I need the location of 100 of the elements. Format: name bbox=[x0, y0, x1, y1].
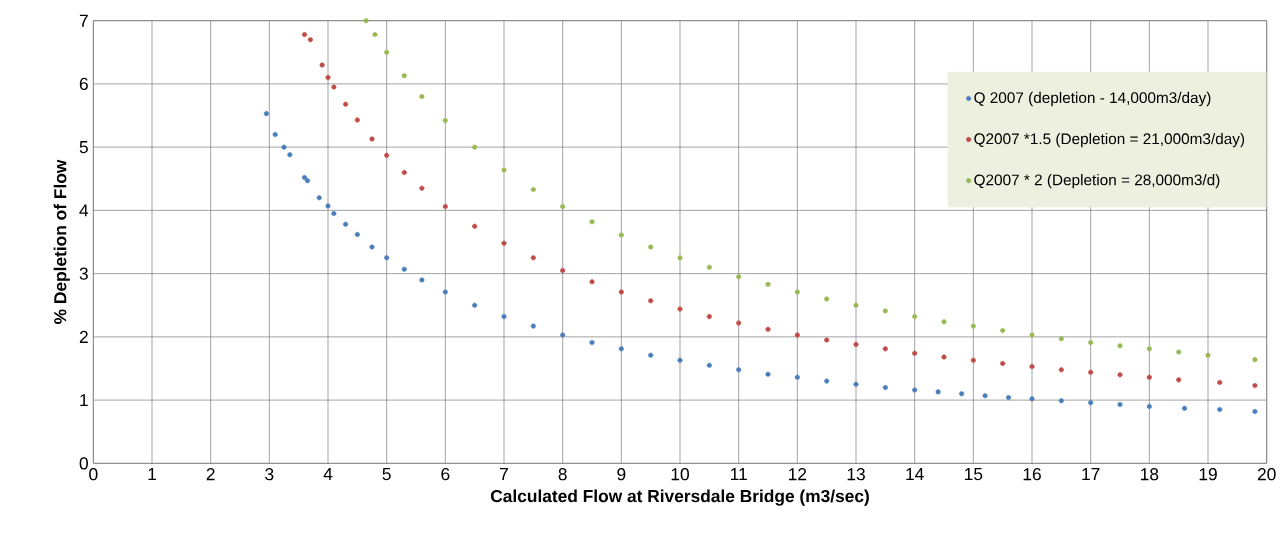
point bbox=[1000, 328, 1006, 334]
point bbox=[941, 319, 947, 325]
point bbox=[648, 244, 654, 250]
point bbox=[882, 308, 888, 314]
point bbox=[618, 346, 624, 352]
point bbox=[304, 178, 311, 184]
point bbox=[912, 387, 918, 393]
point bbox=[354, 117, 360, 123]
point bbox=[530, 323, 536, 329]
point bbox=[589, 279, 595, 285]
point bbox=[384, 152, 390, 158]
point bbox=[824, 337, 830, 343]
point bbox=[560, 267, 566, 273]
point bbox=[369, 244, 375, 250]
point bbox=[419, 94, 425, 100]
point bbox=[316, 195, 322, 201]
point bbox=[363, 18, 369, 24]
point bbox=[343, 221, 349, 227]
point bbox=[736, 367, 742, 373]
point bbox=[794, 374, 800, 380]
legend-label: Q2007 *1.5 (Depletion = 21,000m3/day) bbox=[974, 132, 1245, 148]
point bbox=[442, 204, 448, 210]
point bbox=[677, 306, 683, 312]
point bbox=[472, 144, 478, 150]
point bbox=[1029, 396, 1035, 402]
point bbox=[765, 371, 771, 377]
point bbox=[325, 203, 331, 209]
x-tick-label: 20 bbox=[1257, 468, 1276, 481]
point bbox=[1029, 332, 1035, 338]
point bbox=[281, 144, 287, 150]
point bbox=[472, 223, 478, 229]
x-tick-label: 16 bbox=[1023, 468, 1041, 481]
x-tick-label: 9 bbox=[617, 468, 626, 481]
point bbox=[302, 32, 308, 38]
x-tick-label: 2 bbox=[206, 468, 215, 481]
point bbox=[419, 185, 425, 191]
y-tick-label: 3 bbox=[79, 267, 88, 280]
point bbox=[1000, 360, 1006, 366]
point bbox=[959, 391, 965, 397]
point bbox=[369, 136, 375, 142]
point bbox=[912, 314, 918, 320]
point bbox=[384, 255, 390, 261]
point bbox=[935, 389, 941, 395]
point bbox=[1088, 340, 1094, 346]
point bbox=[589, 219, 595, 225]
point bbox=[912, 350, 918, 356]
y-tick-label: 6 bbox=[79, 77, 88, 91]
point bbox=[1252, 383, 1258, 389]
point bbox=[530, 255, 536, 261]
point bbox=[319, 62, 325, 68]
point bbox=[1217, 379, 1223, 385]
point bbox=[1146, 346, 1152, 352]
x-tick-label: 18 bbox=[1141, 468, 1159, 481]
x-tick-label: 3 bbox=[265, 468, 274, 481]
point bbox=[970, 323, 976, 329]
point bbox=[824, 296, 830, 302]
point bbox=[589, 340, 595, 346]
point bbox=[677, 255, 683, 261]
y-tick-label: 4 bbox=[79, 204, 89, 217]
point bbox=[765, 281, 771, 287]
x-tick-label: 12 bbox=[789, 468, 807, 481]
point bbox=[263, 111, 269, 117]
x-tick-label: 0 bbox=[89, 468, 98, 481]
point bbox=[1117, 372, 1123, 378]
x-tick-label: 4 bbox=[323, 468, 333, 480]
point bbox=[354, 231, 360, 237]
point bbox=[1088, 369, 1094, 375]
point bbox=[853, 341, 859, 347]
point bbox=[401, 169, 407, 175]
point bbox=[618, 289, 624, 295]
point bbox=[1252, 408, 1258, 415]
x-tick-label: 1 bbox=[148, 468, 156, 480]
point bbox=[442, 118, 448, 124]
point bbox=[1058, 398, 1064, 404]
point bbox=[882, 384, 888, 390]
point bbox=[765, 326, 771, 332]
point bbox=[1088, 400, 1094, 406]
point bbox=[419, 277, 425, 283]
point bbox=[343, 101, 349, 107]
point bbox=[302, 174, 308, 181]
point bbox=[272, 131, 278, 138]
point bbox=[648, 352, 654, 358]
x-tick-label: 6 bbox=[441, 468, 450, 481]
point bbox=[501, 314, 507, 320]
point bbox=[794, 332, 800, 338]
point bbox=[331, 84, 337, 90]
point bbox=[706, 362, 712, 368]
point bbox=[472, 302, 478, 308]
point bbox=[1029, 364, 1035, 370]
point bbox=[1006, 395, 1012, 401]
point bbox=[287, 152, 293, 158]
point bbox=[372, 32, 378, 38]
point bbox=[560, 332, 566, 338]
point bbox=[1058, 367, 1064, 373]
point bbox=[530, 186, 536, 193]
point bbox=[1117, 401, 1123, 408]
point bbox=[1176, 349, 1182, 355]
point bbox=[331, 211, 337, 217]
point bbox=[1058, 336, 1064, 342]
point bbox=[325, 75, 331, 81]
